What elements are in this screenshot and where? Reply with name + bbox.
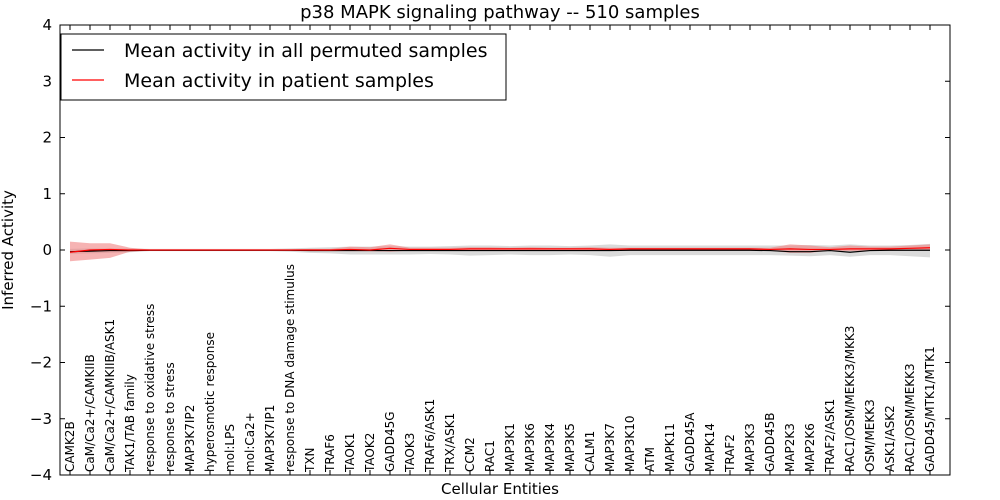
y-tick-label: 4 bbox=[42, 16, 52, 34]
y-tick-label: 2 bbox=[42, 129, 52, 147]
y-axis-label: Inferred Activity bbox=[0, 190, 17, 310]
x-tick-label: MAP3K5 bbox=[563, 423, 577, 472]
patient-mean-line bbox=[69, 247, 931, 253]
x-tick-label: mol:Ca2+ bbox=[243, 412, 257, 472]
y-tick-label: 0 bbox=[42, 241, 52, 259]
x-tick-label: MAP3K6 bbox=[523, 423, 537, 472]
x-axis: CAMK2B CaM/Ca2+/CAMKIIB CaM/Ca2+/CAMKIIB/A… bbox=[63, 25, 937, 475]
x-tick-label: CaM/Ca2+/CAMKIIB bbox=[83, 354, 97, 472]
x-tick-label: TAOK1 bbox=[343, 433, 357, 473]
x-tick-label: response to oxidative stress bbox=[143, 304, 157, 472]
x-tick-label: TRX/ASK1 bbox=[443, 413, 457, 473]
x-tick-label: ATM bbox=[643, 447, 657, 472]
x-tick-label: MAPK11 bbox=[663, 423, 677, 472]
x-tick-label: MAP3K7IP1 bbox=[263, 405, 277, 472]
x-tick-label: CCM2 bbox=[463, 437, 477, 472]
x-tick-label: MAP2K3 bbox=[783, 423, 797, 472]
x-tick-label: GADD45A bbox=[683, 412, 697, 472]
x-tick-label: MAP3K4 bbox=[543, 423, 557, 472]
x-tick-label: response to stress bbox=[163, 362, 177, 472]
x-tick-label: RAC1/OSM/MEKK3/MKK3 bbox=[843, 326, 857, 472]
x-tick-label: TXN bbox=[303, 447, 317, 473]
x-tick-label: MAP3K10 bbox=[623, 415, 637, 472]
chart-title: p38 MAPK signaling pathway -- 510 sample… bbox=[300, 2, 700, 23]
x-tick-label: MAP3K1 bbox=[503, 423, 517, 472]
x-tick-label: MAP3K7 bbox=[603, 423, 617, 472]
legend: Mean activity in all permuted samples Me… bbox=[60, 33, 507, 101]
legend-box bbox=[60, 33, 507, 101]
x-tick-label: response to DNA damage stimulus bbox=[283, 264, 297, 472]
x-tick-label: TAOK2 bbox=[363, 433, 377, 473]
x-tick-label: TRAF6 bbox=[323, 434, 337, 473]
x-tick-label: mol:LPS bbox=[223, 424, 237, 472]
x-tick-label: TAK1/TAB family bbox=[123, 374, 137, 473]
x-tick-label: TRAF6/ASK1 bbox=[423, 399, 437, 473]
x-tick-label: RAC1/OSM/MEKK3 bbox=[903, 363, 917, 472]
x-tick-label: MAPK14 bbox=[703, 423, 717, 472]
x-tick-label: OSM/MEKK3 bbox=[863, 399, 877, 472]
y-tick-label: 3 bbox=[42, 72, 52, 90]
x-tick-label: TRAF2/ASK1 bbox=[823, 399, 837, 473]
x-tick-label: ASK1/ASK2 bbox=[883, 405, 897, 472]
x-tick-label: CAMK2B bbox=[63, 421, 77, 472]
x-tick-label: TRAF2 bbox=[723, 434, 737, 473]
y-tick-label: −3 bbox=[30, 410, 52, 428]
x-tick-label: GADD45/MTK1/MTK1 bbox=[923, 346, 937, 472]
y-tick-label: −2 bbox=[30, 354, 52, 372]
y-tick-label: 1 bbox=[42, 185, 52, 203]
legend-label-patient: Mean activity in patient samples bbox=[124, 70, 434, 92]
x-tick-label: RAC1 bbox=[483, 440, 497, 472]
x-tick-label: CaM/Ca2+/CAMKIIB/ASK1 bbox=[103, 319, 117, 472]
y-tick-label: −4 bbox=[30, 466, 52, 484]
x-tick-label: MAP3K3 bbox=[743, 423, 757, 472]
y-tick-label: −1 bbox=[30, 297, 52, 315]
y-axis: −4 −3 −2 −1 0 1 2 3 4 bbox=[30, 16, 950, 484]
x-tick-label: MAP2K6 bbox=[803, 423, 817, 472]
legend-label-permuted: Mean activity in all permuted samples bbox=[124, 40, 487, 62]
x-tick-label: TAOK3 bbox=[403, 433, 417, 473]
x-tick-label: MAP3K7IP2 bbox=[183, 405, 197, 472]
series-lines bbox=[69, 247, 931, 253]
x-tick-label: CALM1 bbox=[583, 431, 597, 472]
x-tick-label: GADD45G bbox=[383, 411, 397, 472]
x-axis-label: Cellular Entities bbox=[441, 480, 559, 498]
x-tick-label: GADD45B bbox=[763, 413, 777, 473]
x-tick-label: hyperosmotic response bbox=[203, 332, 217, 472]
